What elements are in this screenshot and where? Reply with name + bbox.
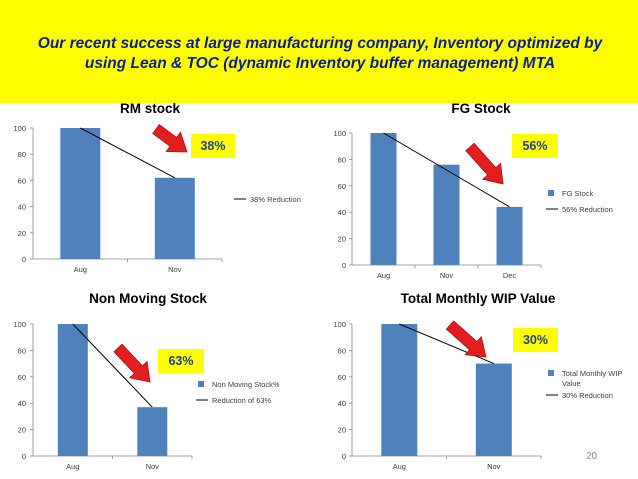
legend-label: Non Moving Stock% [212, 380, 280, 389]
x-tick-label: Nov [168, 265, 182, 274]
bar [60, 128, 101, 259]
legend-label: 38% Reduction [250, 195, 301, 204]
y-tick-label: 60 [18, 373, 26, 382]
x-tick-label: Nov [146, 462, 160, 471]
x-tick-label: Nov [487, 462, 501, 471]
y-tick-label: 20 [18, 426, 26, 435]
bar [475, 363, 512, 456]
y-tick-label: 40 [338, 208, 346, 217]
callout-label: 30% [523, 333, 548, 347]
legend-label: FG Stock [562, 189, 594, 198]
y-tick-label: 80 [18, 150, 26, 159]
red-arrow-icon [445, 320, 487, 358]
bar [370, 133, 397, 265]
y-tick-label: 0 [342, 261, 346, 270]
y-tick-label: 40 [338, 399, 346, 408]
chart-title: Non Moving Stock [89, 291, 207, 306]
y-tick-label: 60 [338, 373, 346, 382]
y-tick-label: 20 [18, 229, 26, 238]
bar [57, 324, 88, 456]
chart-3: Non Moving Stock 0 20 40 60 80 100 Aug Nov 63% Non… [13, 291, 279, 471]
x-tick-label: Nov [440, 271, 454, 280]
y-tick-label: 20 [338, 426, 346, 435]
legend-label: 56% Reduction [562, 205, 613, 214]
y-tick-label: 40 [18, 203, 26, 212]
y-tick-label: 40 [18, 399, 26, 408]
chart-4: Total Monthly WIP Value 0 20 40 60 80 100 Aug No… [333, 291, 622, 471]
y-tick-label: 60 [18, 176, 26, 185]
callout-box [191, 134, 235, 158]
callout-box [513, 328, 558, 352]
callout-box [158, 349, 204, 373]
chart-1: RM stock 0 20 40 60 80 100 Aug Nov 38% 38% Reducti… [13, 101, 300, 274]
legend-label: Reduction of 63% [212, 396, 272, 405]
x-tick-label: Dec [503, 271, 517, 280]
bar [154, 177, 195, 259]
trend-line [399, 323, 494, 365]
trend-line [72, 323, 153, 408]
chart-2: FG Stock 0 20 40 60 80 100 Aug Nov Dec 56% FG Stock… [333, 101, 612, 280]
y-tick-label: 80 [338, 346, 346, 355]
y-tick-label: 80 [338, 155, 346, 164]
legend-label: Total Monthly WIP Value [562, 369, 622, 388]
bar [381, 324, 418, 456]
title-banner: Our recent success at large manufacturin… [0, 0, 638, 103]
callout-label: 63% [168, 354, 193, 368]
slide-number: 20 [586, 451, 598, 462]
y-tick-label: 0 [22, 452, 26, 461]
y-tick-label: 100 [13, 124, 26, 133]
chart-title: Total Monthly WIP Value [401, 291, 556, 306]
y-tick-label: 0 [22, 255, 26, 264]
x-tick-label: Aug [74, 265, 87, 274]
legend-swatch-bar [548, 370, 554, 376]
bar [496, 206, 523, 265]
y-tick-label: 100 [333, 320, 346, 329]
y-tick-label: 60 [338, 182, 346, 191]
y-tick-label: 100 [13, 320, 26, 329]
bar [137, 407, 168, 456]
x-tick-label: Aug [393, 462, 406, 471]
callout-label: 56% [522, 139, 547, 153]
trend-line [383, 132, 510, 208]
x-tick-label: Aug [66, 462, 79, 471]
legend-swatch-bar [548, 190, 554, 196]
red-arrow-icon [113, 343, 151, 383]
y-tick-label: 100 [333, 129, 346, 138]
trend-line [80, 127, 176, 179]
red-arrow-icon [465, 142, 504, 185]
callout-box [512, 134, 558, 158]
chart-title: FG Stock [451, 101, 511, 116]
y-tick-label: 0 [342, 452, 346, 461]
chart-title: RM stock [120, 101, 181, 116]
legend-swatch-bar [198, 381, 204, 387]
callout-label: 38% [200, 139, 225, 153]
slide-title: Our recent success at large manufacturin… [37, 35, 603, 72]
y-tick-label: 20 [338, 235, 346, 244]
legend-label: 30% Reduction [562, 391, 613, 400]
red-arrow-icon [152, 124, 188, 153]
x-tick-label: Aug [377, 271, 390, 280]
y-tick-label: 80 [18, 346, 26, 355]
bar [433, 164, 460, 265]
